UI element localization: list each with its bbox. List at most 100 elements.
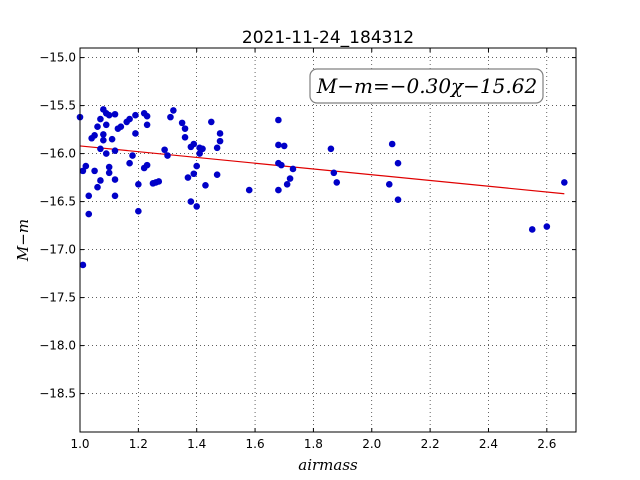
data-point [394, 159, 402, 167]
y-tick-label: −18.5 [39, 387, 76, 401]
data-point [190, 140, 198, 148]
data-point [82, 162, 90, 170]
data-point [102, 121, 110, 129]
x-tick-label: 1.4 [187, 437, 206, 451]
data-point [85, 210, 93, 218]
data-point [178, 119, 186, 127]
data-point [275, 186, 282, 194]
data-point [91, 132, 98, 139]
data-point [394, 196, 402, 203]
data-point [275, 141, 282, 149]
data-point [85, 192, 93, 200]
data-point [213, 171, 221, 179]
data-point [561, 179, 568, 186]
data-point [207, 118, 215, 126]
data-point [143, 161, 151, 169]
data-point [278, 161, 285, 169]
data-point [135, 181, 142, 188]
chart-title: 2021-11-24_184312 [242, 28, 414, 48]
data-point [161, 146, 168, 154]
y-tick-label: −16.0 [39, 147, 76, 161]
y-tick-label: −17.0 [39, 243, 76, 257]
data-point [135, 207, 142, 215]
data-point [327, 145, 335, 153]
data-point [94, 123, 101, 131]
fit-line-group [79, 145, 565, 195]
data-point [79, 261, 87, 269]
fit-line [79, 145, 565, 195]
data-point [164, 152, 171, 159]
y-tick-label: −18.0 [39, 339, 76, 353]
data-point [528, 226, 536, 233]
data-point [97, 145, 104, 153]
data-point [193, 203, 201, 210]
data-point [132, 111, 139, 119]
x-tick-label: 2.6 [537, 437, 556, 451]
data-point [170, 107, 177, 114]
data-point [280, 142, 288, 150]
data-point [213, 144, 221, 152]
x-tick-label: 2.0 [362, 437, 381, 451]
axis-ticks: 1.0 1.2 1.4 1.6 1.8 2.0 2.2 2.4 2.6 −15.0 −15.5 −16… [39, 48, 576, 451]
data-point [196, 150, 203, 157]
x-tick-label: 1.8 [304, 437, 323, 451]
grid-lines [80, 48, 576, 432]
x-axis-label: airmass [298, 456, 358, 474]
data-point [126, 115, 133, 123]
data-point [129, 152, 136, 159]
x-tick-label: 2.2 [421, 437, 440, 451]
data-point [126, 159, 133, 167]
fit-equation: M−m=−0.30χ−15.62 [316, 74, 537, 98]
y-axis-label: M−m [14, 219, 32, 262]
data-point [202, 181, 209, 189]
y-tick-label: −15.0 [39, 51, 76, 65]
data-point [167, 113, 174, 121]
data-point [289, 165, 297, 173]
data-point [216, 130, 224, 137]
data-point [181, 133, 189, 141]
data-point [111, 147, 119, 155]
data-point [216, 137, 224, 145]
data-point [385, 181, 393, 188]
data-point [187, 198, 195, 205]
x-tick-label: 1.2 [129, 437, 148, 451]
data-points [76, 106, 568, 269]
data-point [97, 115, 104, 123]
data-point [193, 162, 201, 170]
data-point [333, 179, 341, 186]
data-point [79, 167, 87, 175]
data-point [543, 223, 551, 230]
data-point [94, 183, 101, 191]
data-point [283, 181, 291, 188]
x-tick-label: 1.0 [70, 437, 89, 451]
data-point [388, 140, 396, 148]
equation-box: M−m=−0.30χ−15.62 [309, 68, 544, 104]
data-point [199, 145, 206, 153]
y-tick-label: −16.5 [39, 195, 76, 209]
data-point [111, 192, 119, 200]
data-point [330, 169, 338, 177]
y-tick-label: −17.5 [39, 291, 76, 305]
data-point [105, 169, 113, 177]
data-point [105, 163, 113, 171]
data-point [97, 177, 104, 184]
data-point [155, 178, 163, 185]
data-point [111, 110, 119, 118]
data-point [108, 135, 116, 143]
data-point [100, 131, 107, 138]
data-point [245, 186, 253, 194]
x-tick-label: 1.6 [246, 437, 265, 451]
data-point [184, 174, 192, 181]
data-point [117, 123, 125, 131]
data-point [105, 111, 113, 119]
data-point [143, 121, 151, 129]
data-point [102, 150, 110, 157]
plot-frame [79, 47, 577, 433]
data-point [181, 125, 189, 132]
data-point [91, 167, 98, 175]
data-point [286, 175, 294, 182]
equation-box-frame [309, 68, 544, 104]
y-tick-label: −15.5 [39, 99, 76, 113]
